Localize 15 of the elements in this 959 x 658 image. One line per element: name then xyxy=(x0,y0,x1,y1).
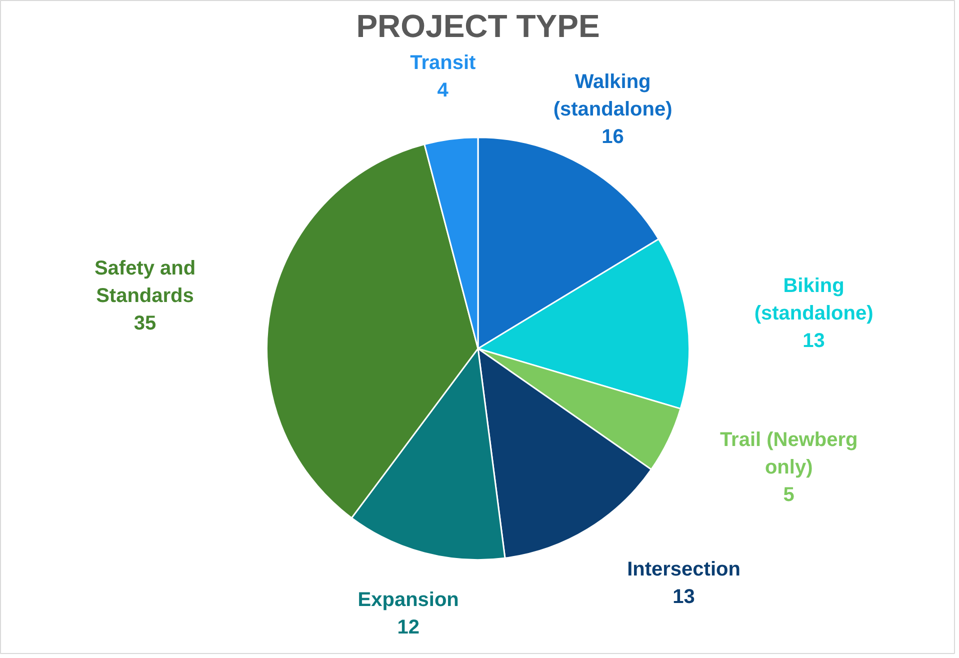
slice-label: Biking (standalone) xyxy=(754,275,874,325)
chart-title: PROJECT TYPE xyxy=(356,8,600,44)
data-label: 5 xyxy=(783,484,794,506)
slice-label: Expansion xyxy=(358,589,459,612)
data-label: 4 xyxy=(437,79,450,102)
slice-label: Intersection xyxy=(627,558,740,580)
data-label: 12 xyxy=(397,616,420,639)
data-label: 13 xyxy=(672,586,695,608)
slice-label: Transit xyxy=(410,52,476,74)
slice-label: Walking (standalone) xyxy=(553,71,672,121)
slice-label: Safety and Standards xyxy=(94,258,196,308)
data-label: 16 xyxy=(602,126,624,148)
data-label: 35 xyxy=(134,312,156,335)
slice-label: Trail (Newberg only) xyxy=(720,429,858,479)
data-label: 13 xyxy=(802,330,825,352)
